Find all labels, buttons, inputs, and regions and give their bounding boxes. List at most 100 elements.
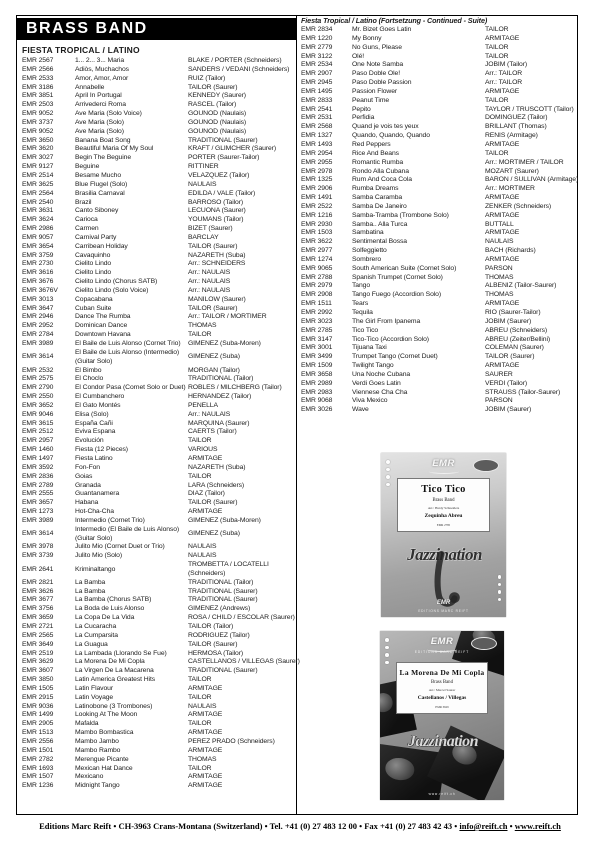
table-row: EMR 2556 Mambo Jambo PEREZ PRADO (Schnei… <box>22 738 294 747</box>
emr-number: EMR 2955 <box>301 158 333 166</box>
piece-title: Latin Flavour <box>75 684 113 692</box>
piece-title: Carribean Holiday <box>75 242 128 250</box>
composer-name: RASCEL (Tailor) <box>188 101 237 109</box>
composer-name: GOUNOD (Naulais) <box>188 118 247 126</box>
composer-name: BARON / SULLIVAN (Armitage) <box>485 176 579 184</box>
piece-title: Mambo Bombastica <box>75 729 134 737</box>
saxophone-icon <box>434 551 460 607</box>
piece-title: Julito Mio (Solo) <box>75 552 123 560</box>
emr-logo: EMR <box>381 458 506 474</box>
piece-title: Solfeggietto <box>352 247 387 255</box>
piece-title: Mambo Rambo <box>75 746 121 754</box>
composer-name: TAILOR <box>485 149 509 157</box>
page-border <box>16 15 578 815</box>
composer-name: ARMITAGE <box>188 729 223 737</box>
piece-title: Quand je vois tes yeux <box>352 123 419 131</box>
piece-title: Cuban Suite <box>75 304 112 312</box>
table-row: EMR 2989 Verdi Goes Latin VERDI (Tailor) <box>301 380 578 389</box>
emr-number: EMR 3649 <box>22 640 54 648</box>
emr-number: EMR 1327 <box>301 132 333 140</box>
piece-title: Fon-Fon <box>75 463 100 471</box>
composer-name: ARMITAGE <box>485 194 520 202</box>
piece-title: Tico Tico <box>352 326 379 334</box>
emr-number: EMR 3027 <box>22 154 54 162</box>
emr-number: EMR 1325 <box>301 176 333 184</box>
award-badge <box>471 637 497 650</box>
composer-name: Arr.: NAULAIS <box>188 269 231 277</box>
piece-title: Guantanamera <box>75 490 120 498</box>
piece-title: Amor, Amor, Amor <box>75 74 129 82</box>
piece-title: Viennese Cha Cha <box>352 388 408 396</box>
emr-number: EMR 2784 <box>22 331 54 339</box>
website-text: www.reift.ch <box>428 792 456 796</box>
table-row: EMR 3676V Cielito Lindo (Solo Voice) Arr… <box>22 287 294 296</box>
piece-title: Goias <box>75 472 93 480</box>
piece-title: Samba Caramba <box>352 194 403 202</box>
footer-link[interactable]: info@reift.ch <box>459 821 508 831</box>
table-row: EMR 3989 Intermedio (Cornet Trio) GIMENE… <box>22 517 294 526</box>
piece-title: Blue Flugel (Solo) <box>75 180 128 188</box>
emr-number: EMR 2906 <box>301 185 333 193</box>
table-row: EMR 3978 Julito Mio (Cornet Duet or Trio… <box>22 543 294 552</box>
emr-number: EMR 1509 <box>301 362 333 370</box>
emr-number: EMR 2930 <box>301 220 333 228</box>
table-row: EMR 1497 Fiesta Latino ARMITAGE <box>22 455 294 464</box>
table-row: EMR 9036 Latinobone (3 Trombones) NAULAI… <box>22 703 294 712</box>
piece-title: Besame Mucho <box>75 171 122 179</box>
table-row: EMR 2566 Adiòs, Muchachos SANDERS / VEDA… <box>22 66 294 75</box>
composer-name: ARMITAGE <box>188 684 223 692</box>
composer-name: ARMITAGE <box>485 229 520 237</box>
table-row: EMR 2575 El Choclo TRADITIONAL (Tailor) <box>22 375 294 384</box>
table-row: EMR 2954 Rice And Beans TAILOR <box>301 150 578 159</box>
composer-name: GIMENEZ (Andrews) <box>188 605 251 613</box>
composer-name: ARMITAGE <box>188 746 223 754</box>
table-row: EMR 3615 España Cañi MARQUINA (Saurer) <box>22 420 294 429</box>
piece-title: Beautiful Maria Of My Soul <box>75 145 154 153</box>
composer-name: TROMBETTA / LOCATELLI (Schneiders) <box>188 561 269 577</box>
publisher-text: EDITIONS MARC REIFT <box>414 650 470 654</box>
table-row: EMR 3650 Banana Boat Song TRADITIONAL (S… <box>22 137 294 146</box>
emr-number: EMR 2564 <box>22 189 54 197</box>
table-row: EMR 3625 Blue Flugel (Solo) NAULAIS <box>22 181 294 190</box>
emr-number: EMR 1501 <box>22 746 54 754</box>
table-row: EMR 2992 Tequila RIO (Saurer-Tailor) <box>301 309 578 318</box>
composer-name: NAZARETH (Suba) <box>188 463 246 471</box>
composer-name: MOZART (Saurer) <box>485 167 539 175</box>
table-row: EMR 9068 Viva Mexico PARSON <box>301 397 578 406</box>
footer-link[interactable]: www.reift.ch <box>514 821 561 831</box>
piece-title: Latinobone (3 Trombones) <box>75 702 153 710</box>
piece-title: Fiesta (12 Pieces) <box>75 446 128 454</box>
table-row: EMR 2533 Amor, Amor, Amor RUIZ (Tailor) <box>22 75 294 84</box>
table-row: EMR 1274 Sombrero ARMITAGE <box>301 256 578 265</box>
piece-title: Cielito Lindo <box>75 269 112 277</box>
composer-name: Arr.: MORTIMER <box>485 185 535 193</box>
piece-title: Mambo Jambo <box>75 737 119 745</box>
table-row: EMR 2532 El Bimbo MORGAN (Tailor) <box>22 367 294 376</box>
emr-number: EMR 3614 <box>22 530 54 538</box>
table-row: EMR 2908 Tango Fuego (Accordion Solo) TH… <box>301 291 578 300</box>
composer-name: VARIOUS <box>188 446 218 454</box>
emr-number: EMR 3607 <box>22 667 54 675</box>
table-row: EMR 2788 Spanish Trumpet (Cornet Solo) T… <box>301 274 578 283</box>
table-row: EMR 2565 La Cumparsita RODRIGUEZ (Tailor… <box>22 632 294 641</box>
cover-subtitle: Brass Band <box>432 498 455 503</box>
piece-title: Habana <box>75 499 99 507</box>
publisher-text: EDITIONS MARC REIFT <box>418 609 469 613</box>
emr-number: EMR 2978 <box>301 167 333 175</box>
emr-number: EMR 2567 <box>22 57 54 64</box>
composer-name: Arr.: NAULAIS <box>188 410 231 418</box>
table-row: EMR 2983 Viennese Cha Cha STRAUSS (Tailo… <box>301 389 578 398</box>
piece-title: Brasilia Carnaval <box>75 189 125 197</box>
composer-name: TAILOR (Tailor) <box>188 623 234 630</box>
table-row: EMR 2641 Kriminaltango TROMBETTA / LOCAT… <box>22 561 294 579</box>
emr-number: EMR 9127 <box>22 163 54 171</box>
composer-name: TAILOR <box>188 472 212 480</box>
table-row: EMR 1327 Quando, Quando, Quando RENIS (A… <box>301 132 578 141</box>
table-row: EMR 3739 Julito Mio (Solo) NAULAIS <box>22 552 294 561</box>
emr-number: EMR 1216 <box>301 211 333 219</box>
emr-number: EMR 2555 <box>22 490 54 498</box>
piece-title: Red Peppers <box>352 140 391 148</box>
composer-name: TRADITIONAL (Tailor) <box>188 578 254 586</box>
table-row: EMR 2555 Guantanamera DIAZ (Tailor) <box>22 490 294 499</box>
composer-name: ARMITAGE <box>188 711 223 719</box>
